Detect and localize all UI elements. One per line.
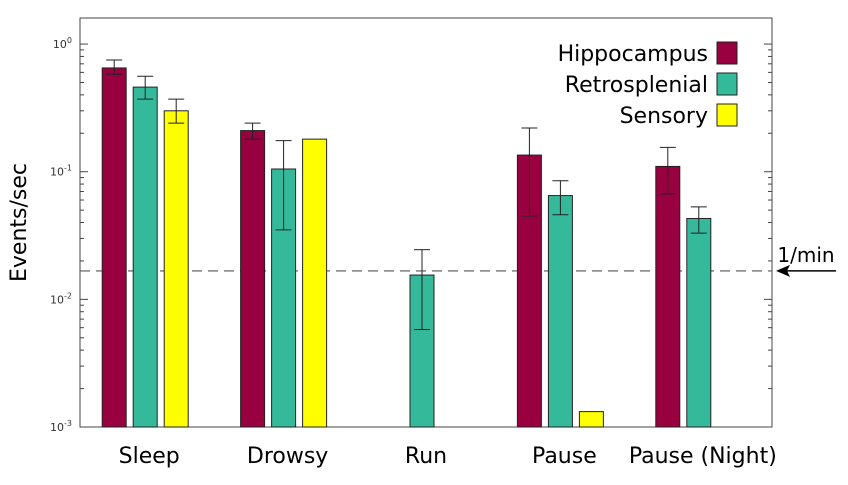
reference-line-group: 1/min: [80, 243, 836, 277]
x-tick-label: Drowsy: [247, 444, 328, 469]
bar-sensory-1: [302, 138, 328, 428]
x-tick-label: Pause (Night): [629, 444, 777, 469]
y-tick-label: 100: [53, 36, 72, 51]
error-bars: [106, 59, 707, 331]
legend-swatch: [716, 103, 738, 127]
bar-hippocampus-1: [240, 130, 266, 428]
x-tick-labels: Sleep Drowsy Run Pause Pause (Night): [119, 444, 777, 469]
reference-line-label: 1/min: [777, 243, 834, 267]
bar-sensory-0: [163, 110, 189, 428]
bars: [101, 67, 712, 428]
bar-retrosplenial-3: [547, 195, 573, 428]
legend-swatch: [716, 72, 738, 96]
bar-hippocampus-0: [101, 67, 127, 428]
bar-sensory-3: [578, 411, 604, 428]
legend-swatch: [716, 41, 738, 65]
legend: Hippocampus Retrosplenial Sensory: [558, 41, 738, 129]
legend-label: Sensory: [620, 104, 708, 129]
reference-arrow-head: [776, 264, 790, 277]
bar-hippocampus-4: [655, 165, 681, 428]
bar-retrosplenial-0: [132, 86, 158, 428]
x-tick-label: Sleep: [119, 444, 180, 469]
y-axis-title: Events/sec: [7, 163, 32, 282]
y-tick-label: 10-3: [50, 419, 72, 434]
legend-label: Hippocampus: [558, 42, 708, 67]
y-tick-label: 10-2: [50, 291, 72, 306]
legend-label: Retrosplenial: [565, 73, 708, 98]
x-tick-label: Run: [405, 444, 447, 469]
y-ticks: 100 10-1 10-2 10-3: [50, 36, 772, 434]
y-tick-label: 10-1: [50, 164, 72, 179]
bar-retrosplenial-4: [686, 217, 712, 428]
x-tick-label: Pause: [532, 444, 597, 469]
